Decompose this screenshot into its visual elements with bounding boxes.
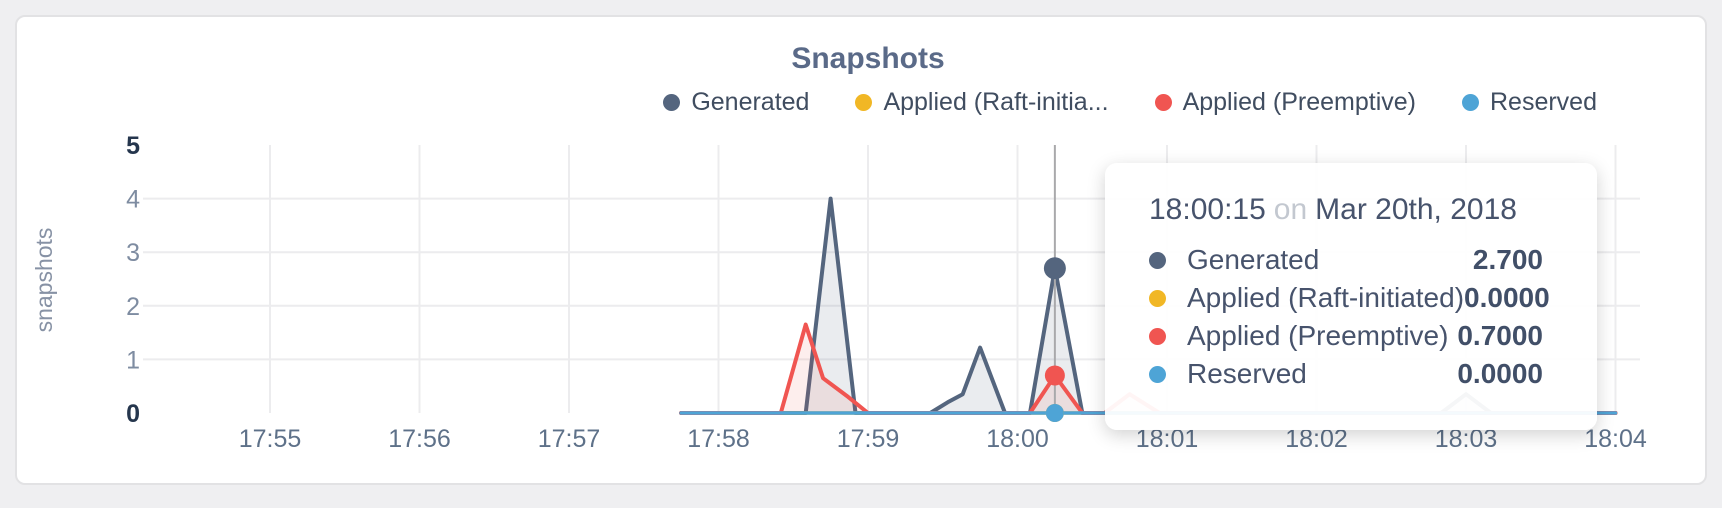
y-tick-label: 5 — [126, 132, 140, 160]
hover-marker-3 — [1044, 365, 1065, 386]
x-tick-label: 17:59 — [837, 425, 900, 453]
y-tick-label: 4 — [126, 186, 140, 214]
y-tick-label: 1 — [126, 346, 140, 374]
x-tick-label: 18:00 — [986, 425, 1049, 453]
x-tick-label: 18:04 — [1584, 425, 1647, 453]
tooltip-series-value: 0.0000 — [1464, 282, 1550, 313]
legend-item-1[interactable]: Generated — [663, 88, 809, 117]
legend-item-3[interactable]: Applied (Preemptive) — [1154, 88, 1416, 117]
tooltip-series-label: Applied (Preemptive) — [1187, 320, 1449, 351]
legend-dot-icon — [1462, 94, 1479, 111]
x-tick-label: 17:58 — [687, 425, 750, 453]
tooltip-row-4: Reserved 0.0000 — [1149, 355, 1543, 393]
tooltip-series-value: 2.700 — [1472, 244, 1543, 275]
legend-item-label: Generated — [691, 88, 810, 116]
tooltip-series-dot-icon — [1149, 365, 1166, 383]
tooltip-series-value: 0.7000 — [1457, 320, 1543, 351]
tooltip-series-label: Applied (Raft-initiated) — [1187, 282, 1465, 313]
hover-marker-1 — [1043, 257, 1066, 280]
legend: Generated Applied (Raft-initia... Applied … — [663, 88, 1597, 117]
y-axis-title: snapshots — [31, 228, 57, 333]
legend-dot-icon — [855, 94, 873, 111]
legend-dot-icon — [1154, 94, 1172, 111]
tooltip-date: Mar 20th, 2018 — [1315, 193, 1517, 226]
y-tick-label: 2 — [126, 293, 140, 321]
tooltip-row-2: Applied (Raft-initiated) 0.0000 — [1149, 279, 1550, 317]
tooltip-rows: Generated 2.700 Applied (Raft-initiated) 0.… — [1149, 241, 1550, 393]
y-tick-label: 0 — [126, 400, 140, 428]
x-tick-label: 17:56 — [388, 425, 451, 453]
legend-item-label: Applied (Raft-initia... — [883, 88, 1109, 116]
tooltip-series-label: Generated — [1187, 244, 1320, 275]
legend-item-4[interactable]: Reserved — [1462, 88, 1597, 117]
tooltip-series-label: Reserved — [1187, 358, 1307, 389]
tooltip-series-dot-icon — [1149, 289, 1166, 307]
legend-item-2[interactable]: Applied (Raft-initia... — [855, 88, 1109, 117]
legend-dot-icon — [663, 94, 681, 111]
chart-title: Snapshots — [791, 42, 945, 75]
tooltip-time: 18:00:15 — [1149, 193, 1266, 226]
tooltip-connector: on — [1273, 193, 1308, 226]
tooltip-series-dot-icon — [1149, 251, 1166, 269]
x-tick-label: 17:55 — [239, 425, 302, 453]
tooltip-series-value: 0.0000 — [1457, 358, 1543, 389]
y-tick-label: 3 — [126, 239, 140, 267]
legend-item-label: Reserved — [1490, 88, 1597, 116]
tooltip-row-3: Applied (Preemptive) 0.7000 — [1149, 317, 1543, 355]
tooltip-header: 18:00:15 on Mar 20th, 2018 — [1149, 193, 1543, 227]
tooltip-series-dot-icon — [1149, 327, 1166, 345]
hover-tooltip: 18:00:15 on Mar 20th, 2018 Generated 2.700 A… — [1105, 163, 1597, 430]
legend-item-label: Applied (Preemptive) — [1182, 88, 1416, 116]
x-tick-label: 17:57 — [538, 425, 601, 453]
tooltip-row-1: Generated 2.700 — [1149, 241, 1543, 279]
hover-marker-4 — [1045, 404, 1064, 422]
